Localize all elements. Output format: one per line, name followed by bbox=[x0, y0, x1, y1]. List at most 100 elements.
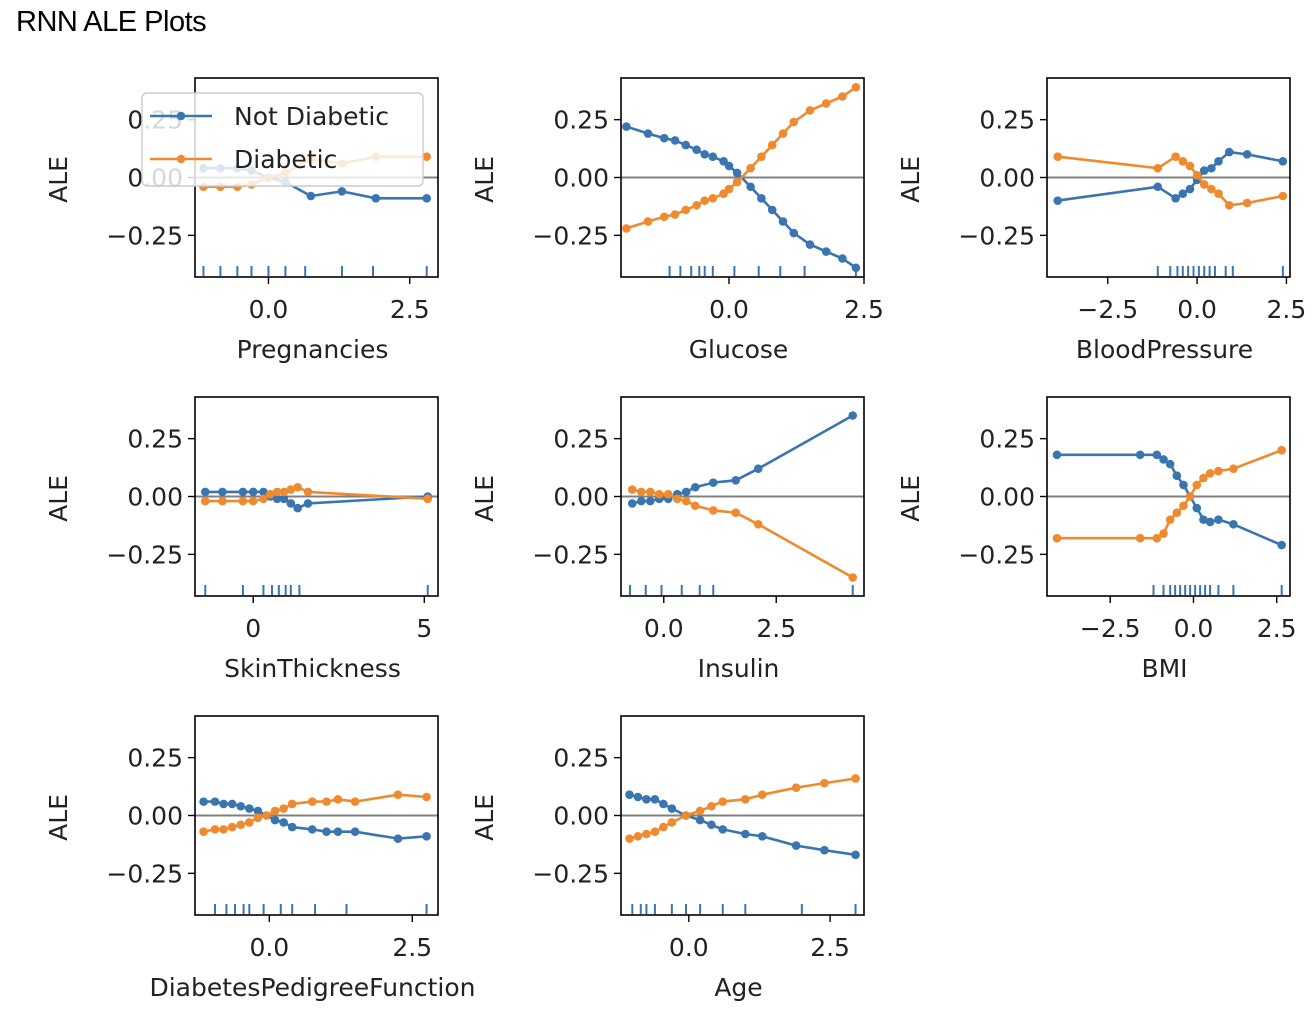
data-point-diabetic bbox=[633, 832, 643, 841]
data-point-diabetic bbox=[820, 778, 829, 788]
data-point-diabetic bbox=[219, 825, 228, 834]
data-point-not-diabetic bbox=[650, 795, 660, 804]
data-point-diabetic bbox=[838, 92, 847, 101]
data-point-diabetic bbox=[259, 494, 268, 504]
data-point-not-diabetic bbox=[642, 795, 651, 804]
data-point-not-diabetic bbox=[219, 799, 228, 809]
data-point-diabetic bbox=[848, 573, 858, 582]
data-point-diabetic bbox=[422, 152, 431, 161]
x-tick-label: 0.0 bbox=[249, 295, 289, 324]
data-point-diabetic bbox=[1199, 180, 1209, 189]
data-point-not-diabetic bbox=[789, 228, 799, 238]
data-point-diabetic bbox=[681, 811, 691, 820]
data-point-diabetic bbox=[236, 820, 246, 830]
data-point-not-diabetic bbox=[306, 191, 316, 201]
x-axis-label: Age bbox=[714, 973, 762, 1002]
data-point-not-diabetic bbox=[791, 841, 801, 850]
data-point-not-diabetic bbox=[1178, 189, 1188, 198]
data-point-diabetic bbox=[690, 501, 700, 511]
data-point-not-diabetic bbox=[622, 122, 631, 131]
data-point-diabetic bbox=[350, 797, 360, 806]
data-point-not-diabetic bbox=[238, 487, 248, 497]
data-point-not-diabetic bbox=[1159, 455, 1168, 464]
data-point-diabetic bbox=[650, 827, 660, 836]
data-point-diabetic bbox=[757, 790, 767, 799]
y-axis-label: ALE bbox=[44, 156, 73, 203]
y-tick-label: 0.25 bbox=[979, 425, 1035, 454]
data-point-diabetic bbox=[718, 797, 728, 806]
data-point-not-diabetic bbox=[707, 820, 716, 830]
data-point-not-diabetic bbox=[851, 850, 860, 860]
x-tick-label: 0.0 bbox=[709, 295, 749, 324]
data-point-diabetic bbox=[622, 224, 631, 233]
data-point-not-diabetic bbox=[1224, 147, 1234, 157]
data-point-diabetic bbox=[1179, 501, 1188, 511]
y-axis-label: ALE bbox=[44, 475, 73, 522]
data-point-not-diabetic bbox=[708, 478, 718, 487]
data-point-diabetic bbox=[1205, 469, 1215, 478]
y-tick-label: 0.00 bbox=[127, 483, 183, 512]
subplot-bloodpressure: 0.25 0.00 −0.25 −2.5 0.0 2.5 BloodPressure ALE bbox=[896, 77, 1306, 364]
data-point-diabetic bbox=[1152, 533, 1162, 543]
data-point-not-diabetic bbox=[1214, 157, 1223, 166]
data-point-diabetic bbox=[757, 152, 766, 161]
y-tick-label: −0.25 bbox=[106, 859, 183, 888]
data-point-diabetic bbox=[265, 489, 275, 499]
data-point-not-diabetic bbox=[245, 804, 254, 813]
y-tick-label: 0.00 bbox=[127, 802, 183, 831]
legend-box bbox=[141, 92, 424, 187]
x-axis-label: Insulin bbox=[698, 654, 780, 683]
data-point-diabetic bbox=[707, 801, 716, 811]
data-point-diabetic bbox=[700, 196, 709, 205]
data-point-diabetic bbox=[245, 818, 254, 827]
data-point-diabetic bbox=[287, 799, 297, 809]
data-point-not-diabetic bbox=[286, 499, 296, 508]
data-point-diabetic bbox=[732, 177, 742, 187]
data-point-not-diabetic bbox=[236, 801, 246, 811]
x-tick-label: −2.5 bbox=[1080, 614, 1141, 643]
y-tick-label: −0.25 bbox=[958, 221, 1035, 250]
data-point-not-diabetic bbox=[690, 482, 700, 492]
x-tick-label: −2.5 bbox=[1077, 295, 1138, 324]
y-tick-label: 0.00 bbox=[979, 164, 1035, 193]
data-point-not-diabetic bbox=[272, 494, 282, 504]
data-point-diabetic bbox=[303, 487, 313, 497]
data-point-not-diabetic bbox=[350, 827, 360, 836]
data-point-diabetic bbox=[1224, 200, 1234, 210]
legend: Not Diabetic Diabetic bbox=[141, 92, 424, 187]
data-point-diabetic bbox=[670, 210, 680, 219]
x-tick-label: 2.5 bbox=[810, 933, 850, 962]
x-axis-label: SkinThickness bbox=[224, 654, 401, 683]
data-point-diabetic bbox=[1053, 152, 1063, 161]
legend-label: Not Diabetic bbox=[234, 102, 389, 131]
data-point-diabetic bbox=[423, 494, 433, 504]
data-point-not-diabetic bbox=[1205, 517, 1215, 527]
data-point-not-diabetic bbox=[670, 136, 680, 145]
data-point-not-diabetic bbox=[218, 487, 227, 497]
data-point-not-diabetic bbox=[636, 496, 646, 506]
subplot-bmi: 0.25 0.00 −0.25 −2.5 0.0 2.5 BMI ALE bbox=[896, 396, 1297, 683]
data-point-diabetic bbox=[1171, 152, 1180, 161]
x-tick-label: 0.0 bbox=[1177, 295, 1217, 324]
page-title: RNN ALE Plots bbox=[16, 6, 207, 38]
series-line-diabetic bbox=[1057, 155, 1284, 207]
data-point-diabetic bbox=[227, 822, 237, 832]
data-point-not-diabetic bbox=[778, 217, 788, 226]
data-point-not-diabetic bbox=[695, 815, 705, 825]
data-point-diabetic bbox=[1207, 184, 1216, 194]
data-point-not-diabetic bbox=[1053, 196, 1063, 205]
data-point-diabetic bbox=[1185, 161, 1195, 171]
subplot-diabetespedigreefunction: 0.25 0.00 −0.25 0.0 2.5 DiabetesPedigreeFunct… bbox=[44, 715, 476, 1002]
data-point-diabetic bbox=[645, 487, 655, 497]
data-point-not-diabetic bbox=[732, 168, 742, 178]
data-point-diabetic bbox=[659, 212, 669, 222]
data-point-diabetic bbox=[636, 487, 646, 497]
data-point-not-diabetic bbox=[307, 825, 317, 834]
data-point-diabetic bbox=[672, 494, 682, 504]
data-point-not-diabetic bbox=[1199, 515, 1208, 524]
y-tick-label: −0.25 bbox=[106, 221, 183, 250]
data-point-diabetic bbox=[279, 804, 288, 813]
data-point-diabetic bbox=[731, 508, 741, 517]
y-axis-label: ALE bbox=[44, 794, 73, 841]
data-point-not-diabetic bbox=[718, 825, 728, 834]
